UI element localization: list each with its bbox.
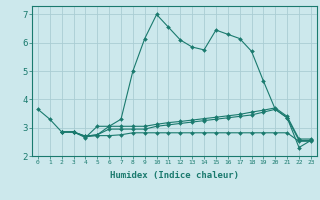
X-axis label: Humidex (Indice chaleur): Humidex (Indice chaleur)	[110, 171, 239, 180]
